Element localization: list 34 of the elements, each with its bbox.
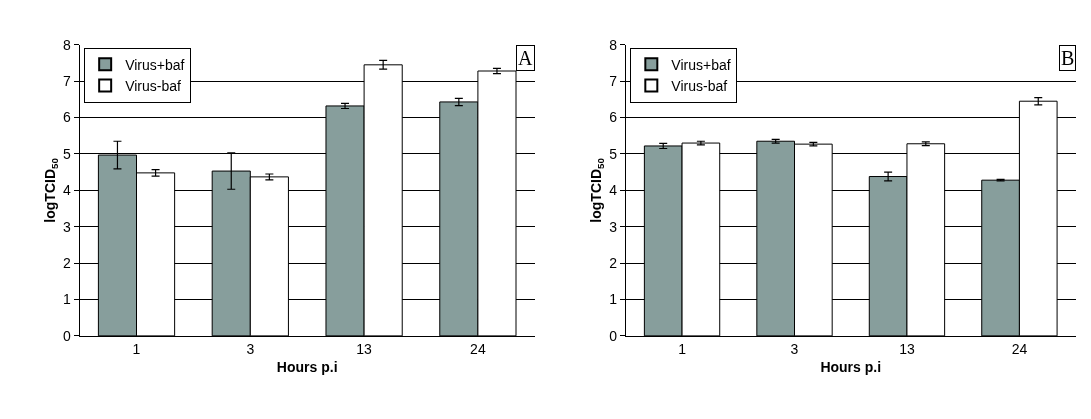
y-tick-label: 2 xyxy=(63,255,72,272)
y-tick-label: 4 xyxy=(609,182,618,199)
y-tick-label: 0 xyxy=(63,327,72,344)
y-tick-label: 7 xyxy=(609,73,618,90)
y-tick-label: 3 xyxy=(63,218,72,235)
y-tick-label: 3 xyxy=(609,218,618,235)
legend-label: Virus+baf xyxy=(125,56,185,73)
y-tick-label: 1 xyxy=(609,291,618,308)
x-tick-label: 13 xyxy=(356,340,373,357)
x-tick-label: 24 xyxy=(1011,340,1028,357)
x-tick-label: 1 xyxy=(132,340,141,357)
annotation: B xyxy=(1061,47,1075,69)
annotation: A xyxy=(518,47,533,69)
y-tick-label: 6 xyxy=(609,109,618,126)
legend-label: Virus-baf xyxy=(671,77,728,94)
legend-label: Virus+baf xyxy=(671,56,731,73)
y-tick-label: 8 xyxy=(63,36,72,53)
x-tick-label: 3 xyxy=(246,340,255,357)
y-tick-label: 7 xyxy=(63,73,72,90)
x-tick-label: 3 xyxy=(790,340,799,357)
y-tick-label: 1 xyxy=(63,291,72,308)
legend-label: Virus-baf xyxy=(125,77,182,94)
y-tick-label: 2 xyxy=(609,255,618,272)
x-tick-label: 13 xyxy=(899,340,915,357)
x-tick-label: 1 xyxy=(678,340,687,357)
y-tick-label: 8 xyxy=(609,36,618,53)
y-tick-label: 6 xyxy=(63,109,72,126)
x-axis-title: Hours p.i xyxy=(820,358,882,375)
y-tick-label: 5 xyxy=(609,145,618,162)
y-tick-label: 4 xyxy=(63,182,72,199)
x-tick-label: 24 xyxy=(470,340,486,357)
x-axis-title: Hours p.i xyxy=(276,358,338,375)
y-tick-label: 0 xyxy=(609,327,618,344)
y-tick-label: 5 xyxy=(63,145,72,162)
